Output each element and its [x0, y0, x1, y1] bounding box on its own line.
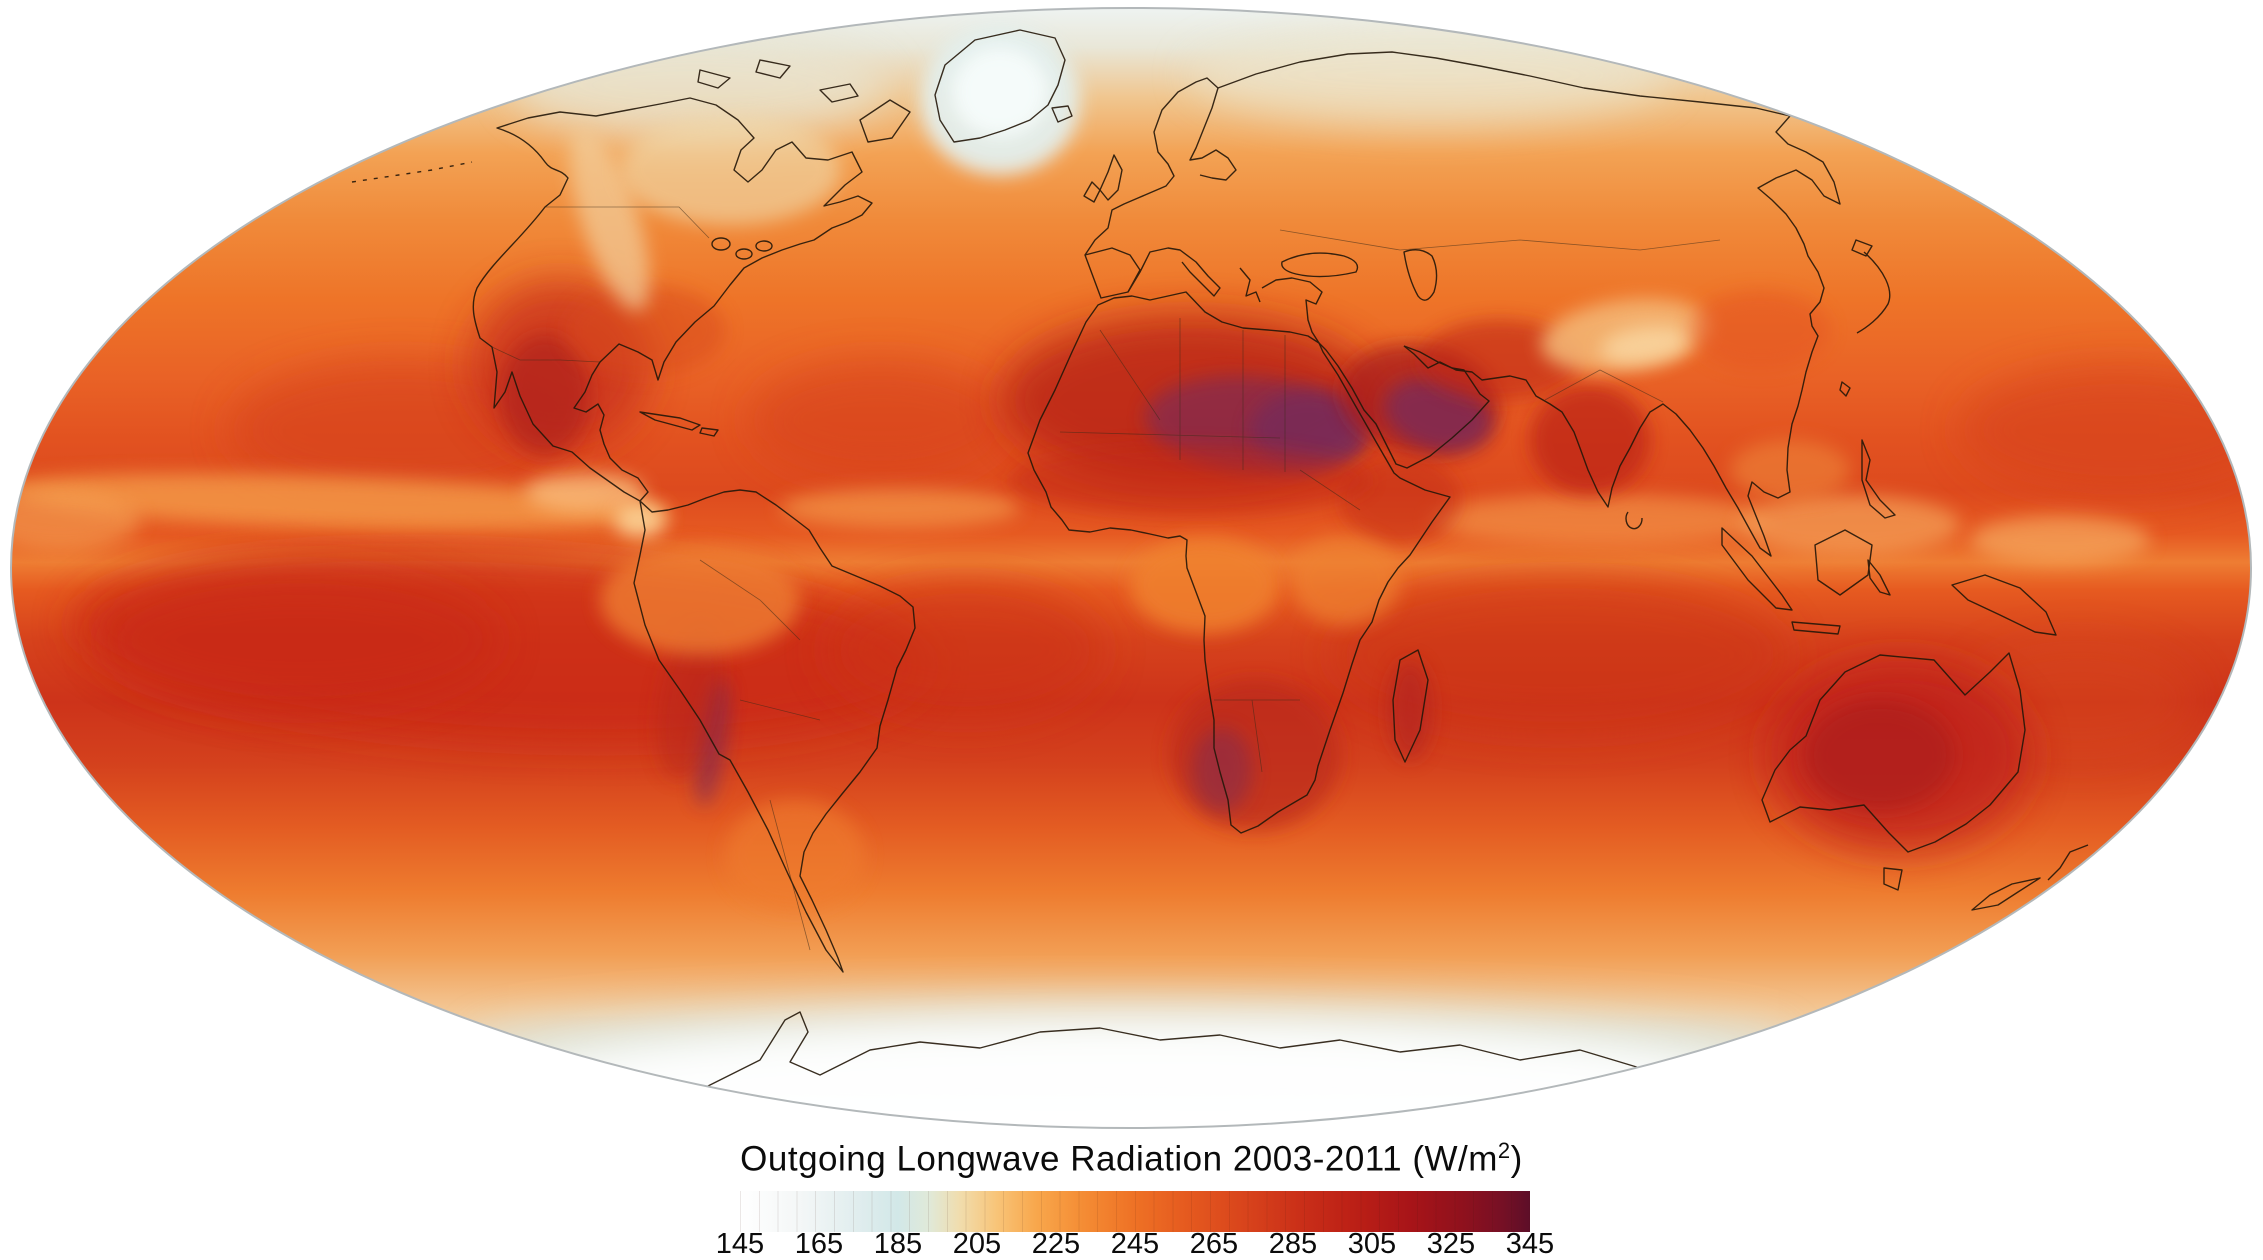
coastlines — [351, 29, 2089, 1101]
colorbar-tick-label: 225 — [1031, 1228, 1081, 1260]
colorbar-tick-label: 245 — [1110, 1228, 1160, 1260]
colorbar-tick-label: 185 — [873, 1228, 923, 1260]
colorbar-tick-label: 265 — [1189, 1228, 1239, 1260]
colorbar-tick-label: 285 — [1268, 1228, 1318, 1260]
title-suffix: ) — [1510, 1139, 1523, 1179]
title-superscript: 2 — [1497, 1138, 1511, 1163]
country-borders — [491, 206, 1721, 951]
colorbar-gradient — [740, 1191, 1530, 1232]
colorbar-tick-labels: 145 165 185 205 225 245 265 285 305 325 345 — [716, 1228, 1554, 1260]
colorbar — [740, 1191, 1530, 1232]
colorbar-segment-lines — [740, 1191, 1530, 1232]
title-text: Outgoing Longwave Radiation 2003-2011 (W… — [740, 1139, 1498, 1179]
colorbar-tick-label: 345 — [1505, 1228, 1555, 1260]
map-raster-blobs — [11, 25, 2251, 1128]
colorbar-tick-label: 205 — [952, 1228, 1002, 1260]
map-outline — [10, 7, 2252, 1129]
colorbar-tick-label: 305 — [1347, 1228, 1397, 1260]
colorbar-tick-label: 145 — [715, 1228, 765, 1260]
colorbar-tick-label: 165 — [794, 1228, 844, 1260]
colorbar-tick-label: 325 — [1426, 1228, 1476, 1260]
figure-title: Outgoing Longwave Radiation 2003-2011 (W… — [0, 1138, 2263, 1180]
